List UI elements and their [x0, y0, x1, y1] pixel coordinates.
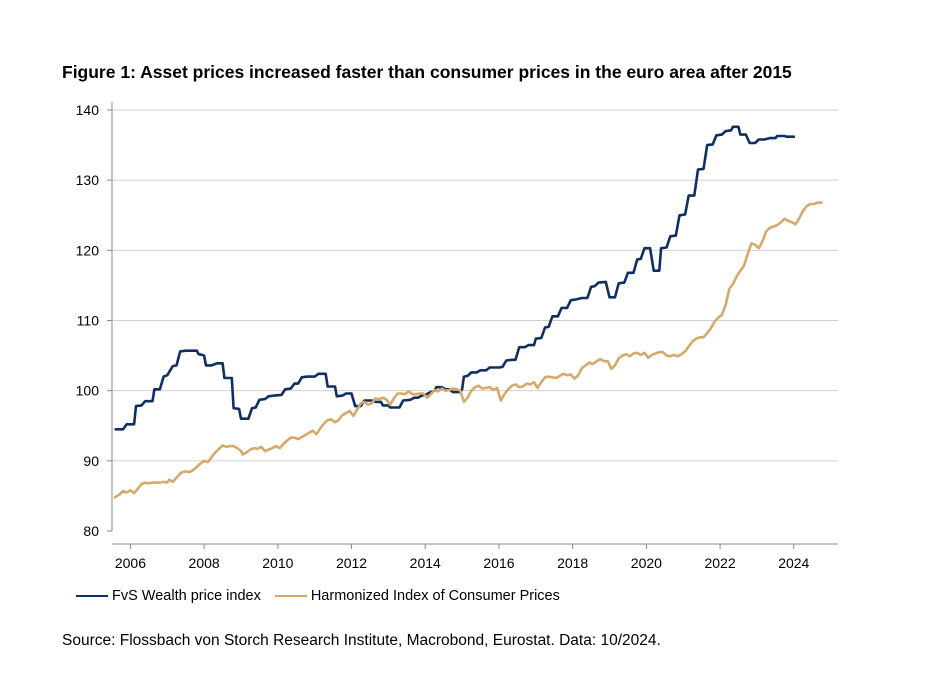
x-tick-label-2006: 2006	[115, 555, 146, 571]
y-tick-label-120: 120	[76, 242, 100, 258]
x-tick-label-2016: 2016	[483, 555, 514, 571]
source-note: Source: Flossbach von Storch Research In…	[62, 632, 661, 649]
x-tick-label-2022: 2022	[704, 555, 735, 571]
y-tick-label-80: 80	[83, 523, 99, 539]
x-tick-label-2024: 2024	[778, 555, 809, 571]
y-tick-label-140: 140	[76, 102, 100, 118]
y-tick-label-100: 100	[76, 383, 100, 399]
y-tick-label-90: 90	[83, 453, 99, 469]
x-tick-label-2020: 2020	[631, 555, 662, 571]
y-tick-label-110: 110	[77, 313, 100, 329]
chart-title: Figure 1: Asset prices increased faster …	[62, 62, 792, 82]
x-tick-label-2010: 2010	[262, 555, 293, 571]
series-line-wealth	[114, 125, 796, 431]
axes: 80 90 100 110 120 130 140 2006 2008 2010 2012 2014 2…	[76, 102, 838, 571]
x-tick-label-2014: 2014	[410, 555, 441, 571]
legend-swatch-wealth	[76, 594, 108, 598]
legend-label-wealth: FvS Wealth price index	[112, 588, 261, 604]
x-tick-label-2018: 2018	[557, 555, 588, 571]
x-tick-label-2008: 2008	[189, 555, 220, 571]
legend: FvS Wealth price index Harmonized Index …	[76, 588, 574, 604]
legend-item-hicp: Harmonized Index of Consumer Prices	[274, 588, 560, 604]
legend-item-wealth: FvS Wealth price index	[76, 588, 261, 604]
y-tick-label-130: 130	[76, 172, 100, 188]
series-line-hicp	[113, 201, 823, 499]
legend-label-hicp: Harmonized Index of Consumer Prices	[310, 588, 560, 604]
gridlines	[112, 109, 838, 462]
x-tick-label-2012: 2012	[336, 555, 367, 571]
legend-swatch-hicp	[274, 594, 307, 598]
series-lines	[113, 125, 823, 499]
